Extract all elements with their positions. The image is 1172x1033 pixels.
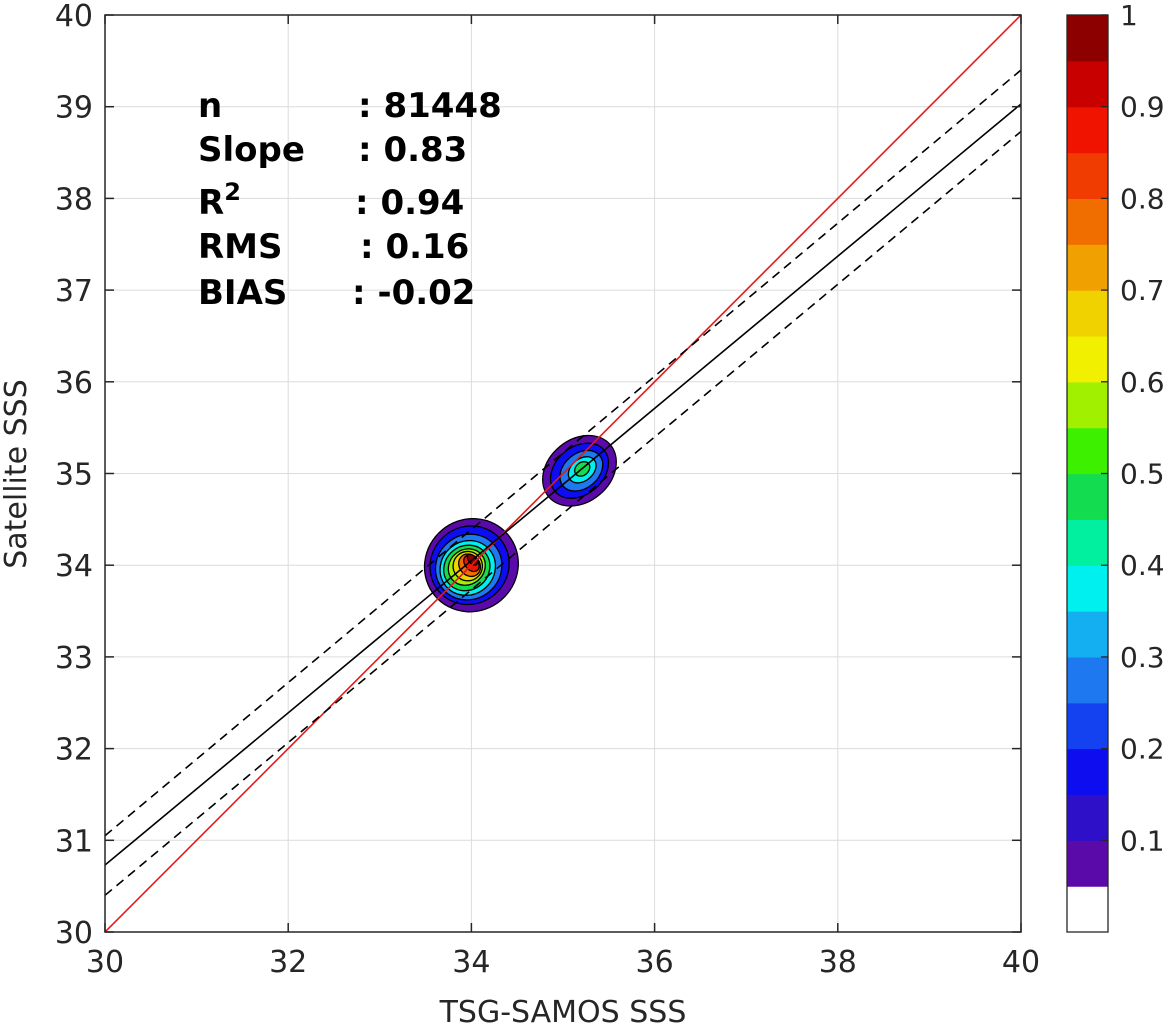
x-tick-label: 34 (452, 945, 490, 980)
colorbar-swatch (1067, 840, 1108, 887)
colorbar-swatch (1067, 290, 1108, 337)
colorbar-swatch (1067, 335, 1108, 383)
y-tick-label: 33 (55, 641, 93, 676)
y-tick-label: 38 (55, 182, 93, 217)
stat-label: RMS (198, 227, 283, 267)
x-tick-label: 32 (269, 945, 307, 980)
fit-upper-line (105, 69, 1021, 837)
stat-label: Slope (198, 130, 305, 170)
colorbar-tick-label: 0.8 (1120, 182, 1165, 215)
y-tick-label: 34 (55, 549, 93, 584)
colorbar-swatch (1067, 656, 1108, 704)
colorbar-tick-label: 0.6 (1120, 366, 1165, 399)
one-to-one-line (105, 15, 1021, 932)
colorbar-tick-label: 0.7 (1120, 274, 1165, 307)
y-tick-label: 35 (55, 458, 93, 493)
colorbar-swatch (1067, 152, 1108, 199)
colorbar-swatch (1067, 381, 1108, 429)
stat-label: n (198, 86, 222, 126)
regression-lines (105, 15, 1021, 932)
y-tick-label: 31 (55, 824, 93, 859)
stats-annotation: n : 81448 Slope : 0.83 R2 : 0.94 RMS : 0.16 BIAS… (198, 86, 502, 313)
y-axis-title: Satellite SSS (0, 379, 34, 569)
stat-value: : 0.94 (355, 183, 464, 223)
x-tick-label: 38 (819, 945, 857, 980)
fit-line (105, 103, 1021, 866)
colorbar-swatch (1067, 519, 1108, 566)
colorbar-swatch (1067, 886, 1108, 933)
colorbar-tick-label: 0.5 (1120, 458, 1165, 491)
y-tick-label: 32 (55, 733, 93, 768)
colorbar-swatch (1067, 748, 1108, 796)
stat-value: : 0.16 (360, 227, 469, 267)
colorbar-tick-label: 0.4 (1120, 549, 1165, 582)
stat-value: : 0.83 (358, 130, 467, 170)
colorbar-swatch (1067, 15, 1108, 62)
y-tick-label: 40 (55, 0, 93, 34)
colorbar-tick-label: 0.9 (1120, 91, 1165, 124)
x-axis-title: TSG-SAMOS SSS (439, 995, 687, 1028)
colorbar-tick-label: 0.3 (1120, 641, 1165, 674)
colorbar-swatch (1067, 565, 1108, 612)
x-tick-label: 40 (1002, 945, 1040, 980)
y-tick-label: 39 (55, 91, 93, 126)
colorbar-tick-label: 0.1 (1120, 824, 1165, 857)
y-tick-label: 30 (55, 916, 93, 951)
colorbar-tick-label: 1 (1120, 0, 1138, 32)
x-tick-label: 30 (86, 945, 124, 980)
colorbar-swatch (1067, 60, 1108, 108)
fit-lower-line (105, 130, 1021, 896)
colorbar-swatch (1067, 106, 1108, 154)
axis-ticks: 30 32 34 36 38 40 30 31 32 33 34 35 36 37 38 39 40 (55, 0, 1040, 980)
stat-value: : -0.02 (352, 273, 475, 313)
y-tick-label: 37 (55, 274, 93, 309)
y-tick-label: 36 (55, 366, 93, 401)
stat-label: R2 (198, 178, 241, 223)
colorbar-swatch (1067, 611, 1108, 658)
colorbar-swatch (1067, 473, 1108, 520)
colorbar: 0.1 0.2 0.3 0.4 0.5 0.6 0.7 0.8 0.9 1 (1066, 0, 1165, 933)
colorbar-swatch (1067, 702, 1108, 750)
colorbar-tick-label: 0.2 (1120, 733, 1165, 766)
colorbar-swatch (1067, 198, 1108, 245)
stat-value: : 81448 (358, 86, 502, 126)
x-tick-label: 36 (636, 945, 674, 980)
stat-label: BIAS (198, 273, 287, 313)
colorbar-swatch (1067, 794, 1108, 841)
colorbar-swatch (1067, 427, 1108, 475)
grid-lines (104, 14, 1022, 933)
colorbar-swatch (1067, 244, 1108, 291)
